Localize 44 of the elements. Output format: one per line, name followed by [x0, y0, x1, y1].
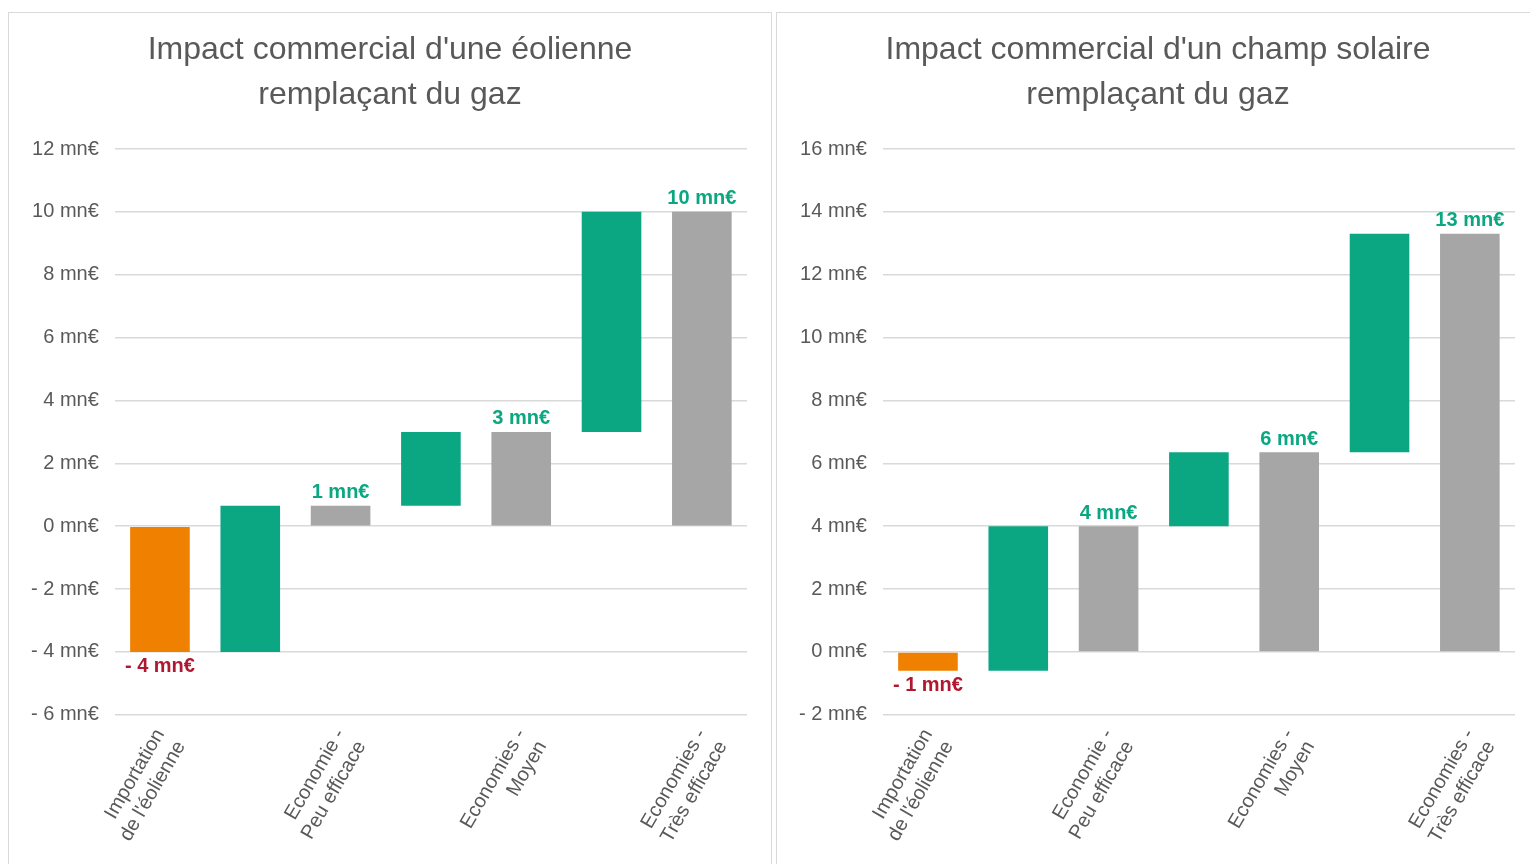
- data-label: - 4 mn€: [124, 654, 195, 677]
- y-tick-label: 16 mn€: [800, 136, 867, 159]
- bar: [1078, 526, 1139, 652]
- chart-title: Impact commercial d'une éolienne remplaçant du gaz: [146, 29, 634, 113]
- y-tick-label: 12 mn€: [32, 136, 99, 159]
- y-tick-label: - 2 mn€: [798, 702, 867, 725]
- bar: [310, 505, 371, 526]
- y-tick-label: - 2 mn€: [30, 576, 99, 599]
- y-tick-label: 4 mn€: [43, 387, 99, 410]
- y-tick-label: - 4 mn€: [30, 639, 99, 662]
- y-tick-label: 14 mn€: [800, 199, 867, 222]
- y-tick-label: 12 mn€: [800, 262, 867, 285]
- y-tick-label: 2 mn€: [43, 450, 99, 473]
- y-tick-label: 6 mn€: [811, 450, 867, 473]
- data-label: 10 mn€: [667, 186, 737, 209]
- data-label: 3 mn€: [492, 406, 551, 429]
- data-label: - 1 mn€: [892, 673, 963, 696]
- bar: [1259, 452, 1320, 652]
- bar: [220, 505, 281, 652]
- data-label: 6 mn€: [1260, 426, 1319, 449]
- bar: [1440, 233, 1500, 652]
- bar: [672, 211, 732, 526]
- data-label: 13 mn€: [1435, 208, 1505, 231]
- y-tick-label: 0 mn€: [811, 639, 867, 662]
- bar: [401, 431, 461, 506]
- y-tick-label: 6 mn€: [43, 325, 99, 348]
- bar: [581, 211, 642, 432]
- y-tick-label: 8 mn€: [811, 387, 867, 410]
- y-tick-label: 10 mn€: [32, 199, 99, 222]
- chart-title: Impact commercial d'un champ solaire remplaçant du gaz: [884, 29, 1432, 113]
- y-tick-label: 8 mn€: [43, 262, 99, 285]
- bar: [988, 526, 1049, 671]
- data-label: 1 mn€: [311, 480, 370, 503]
- y-tick-label: - 6 mn€: [30, 702, 99, 725]
- bar: [1349, 233, 1410, 453]
- y-tick-label: 4 mn€: [811, 513, 867, 536]
- bar: [130, 526, 190, 652]
- bar: [1169, 452, 1229, 527]
- y-tick-label: 0 mn€: [43, 513, 99, 536]
- y-tick-label: 2 mn€: [811, 576, 867, 599]
- y-tick-label: 10 mn€: [800, 325, 867, 348]
- bar: [898, 652, 958, 671]
- data-label: 4 mn€: [1079, 500, 1138, 523]
- bar: [491, 431, 552, 526]
